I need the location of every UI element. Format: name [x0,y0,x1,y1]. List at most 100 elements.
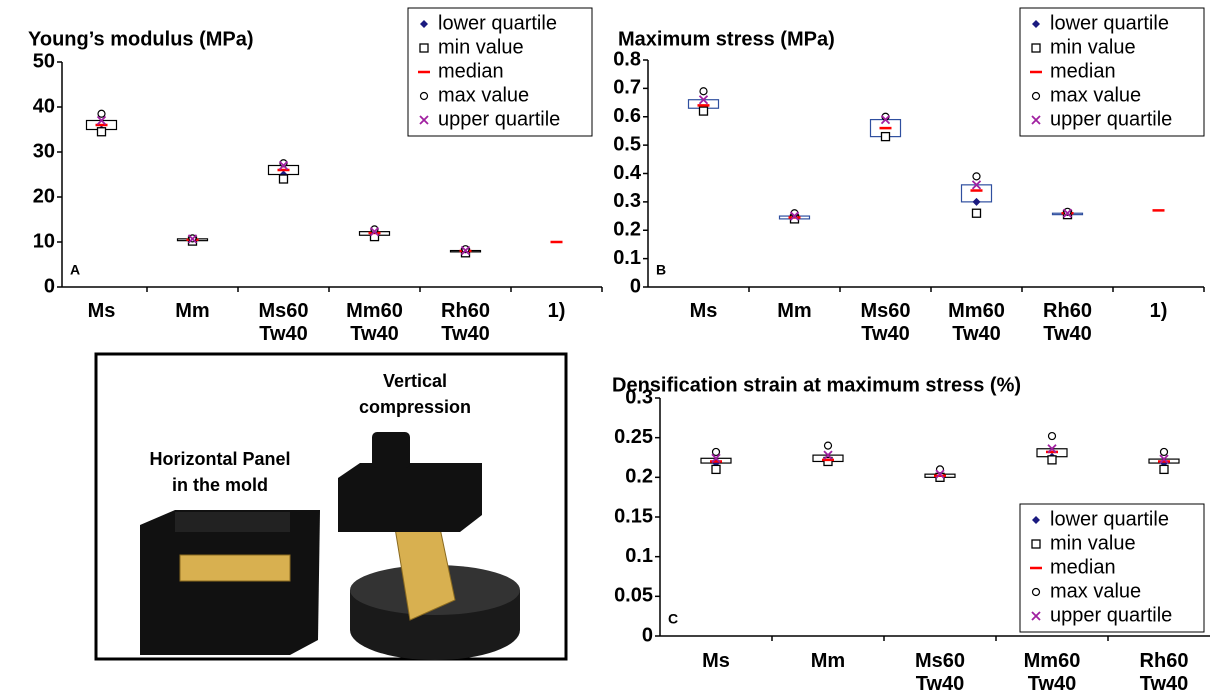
vertical-label: Vertical compression [358,371,472,417]
point [823,456,833,467]
y-tick-label: 20 [33,185,55,207]
y-tick-label: 0.15 [614,505,653,527]
legend-label: upper quartile [1050,108,1172,130]
legend-label: lower quartile [1050,12,1169,34]
point [1159,464,1169,475]
point [369,227,380,237]
legend-marker [419,115,429,125]
legend-label: median [438,60,504,82]
legend-marker [1031,611,1041,621]
mold-drawing [140,510,320,655]
legend-label: upper quartile [438,108,560,130]
x-tick-label: Rh60 Tw40 [1043,300,1092,345]
y-tick-label: 0.2 [625,466,653,488]
point [97,109,106,118]
x-tick-label: Rh60 Tw40 [441,300,490,345]
horizontal-label: Horizontal Panel in the mold [149,449,291,495]
y-tick-label: 0.7 [613,77,641,99]
point [699,87,708,96]
legend [1019,7,1205,137]
point [789,211,800,221]
point [187,234,198,244]
y-tick-label: 0.3 [613,190,641,212]
point [823,450,833,460]
y-tick-label: 0.1 [625,545,653,567]
x-tick-label: 1) [1149,300,1168,322]
point [972,172,981,181]
panel-label: C [668,611,678,627]
x-tick-label: Mm [777,300,812,322]
x-tick-label: Mm60 Tw40 [948,300,1005,345]
x-tick-label: Mm [810,650,846,672]
legend-label: max value [1050,580,1141,602]
legend-marker [1031,539,1041,549]
legend [407,7,593,137]
x-tick-label: Mm60 Tw40 [346,300,403,345]
legend-label: min value [438,36,524,58]
x-tick-label: 1) [547,300,566,322]
legend-marker [419,43,429,53]
point [1159,454,1169,464]
y-tick-label: 0.4 [613,162,642,184]
chart-title: Maximum stress (MPa) [618,28,835,50]
y-tick-label: 0 [44,275,55,297]
y-tick-label: 40 [33,95,55,117]
x-tick-label: Mm60 Tw40 [1023,650,1081,695]
point [711,453,721,463]
legend-marker [1032,20,1040,28]
point [971,208,982,218]
y-tick-label: 0.3 [625,386,653,408]
point [1159,447,1169,457]
point [278,174,289,184]
legend-label: median [1050,60,1116,82]
point [698,106,709,116]
point [1047,431,1057,441]
legend-marker [1031,91,1041,101]
point [1063,207,1072,216]
point [96,115,107,126]
point [972,197,981,206]
x-tick-label: Ms60 Tw40 [914,650,966,695]
point [1047,455,1057,465]
legend-marker [1031,587,1041,597]
y-tick-label: 30 [33,140,55,162]
y-tick-label: 0.8 [613,48,641,70]
legend-label: lower quartile [1050,508,1169,530]
compression-drawing [338,432,520,660]
y-tick-label: 0.25 [614,426,653,448]
point [880,131,891,142]
y-tick-label: 0.2 [613,219,641,241]
legend-marker [1031,43,1041,53]
y-tick-label: 0.05 [614,585,653,607]
y-tick-label: 10 [33,230,55,252]
legend-label: min value [1050,532,1136,554]
x-tick-label: Ms [87,300,116,322]
legend-label: lower quartile [438,12,557,34]
panel-label: A [70,262,80,278]
point [935,469,945,479]
y-tick-label: 0.5 [613,133,641,155]
panel-label: B [656,262,666,278]
y-tick-label: 0 [630,275,641,297]
point [461,245,470,254]
point [711,464,721,475]
x-tick-label: Ms [702,650,730,672]
legend-label: median [1050,556,1116,578]
point [971,180,982,190]
point [880,114,891,125]
point [698,95,709,105]
point [823,441,833,450]
chart-title: Young’s modulus (MPa) [28,28,254,50]
point [711,447,721,457]
point [1047,444,1057,454]
chart-title: Densification strain at maximum stress (… [612,374,1021,396]
x-tick-label: Ms [689,300,718,322]
x-tick-label: Ms60 Tw40 [860,300,911,345]
legend-marker [419,91,429,101]
legend-marker [1032,516,1040,524]
point [460,245,471,256]
legend-marker [420,20,428,28]
x-tick-label: Mm [175,300,210,322]
